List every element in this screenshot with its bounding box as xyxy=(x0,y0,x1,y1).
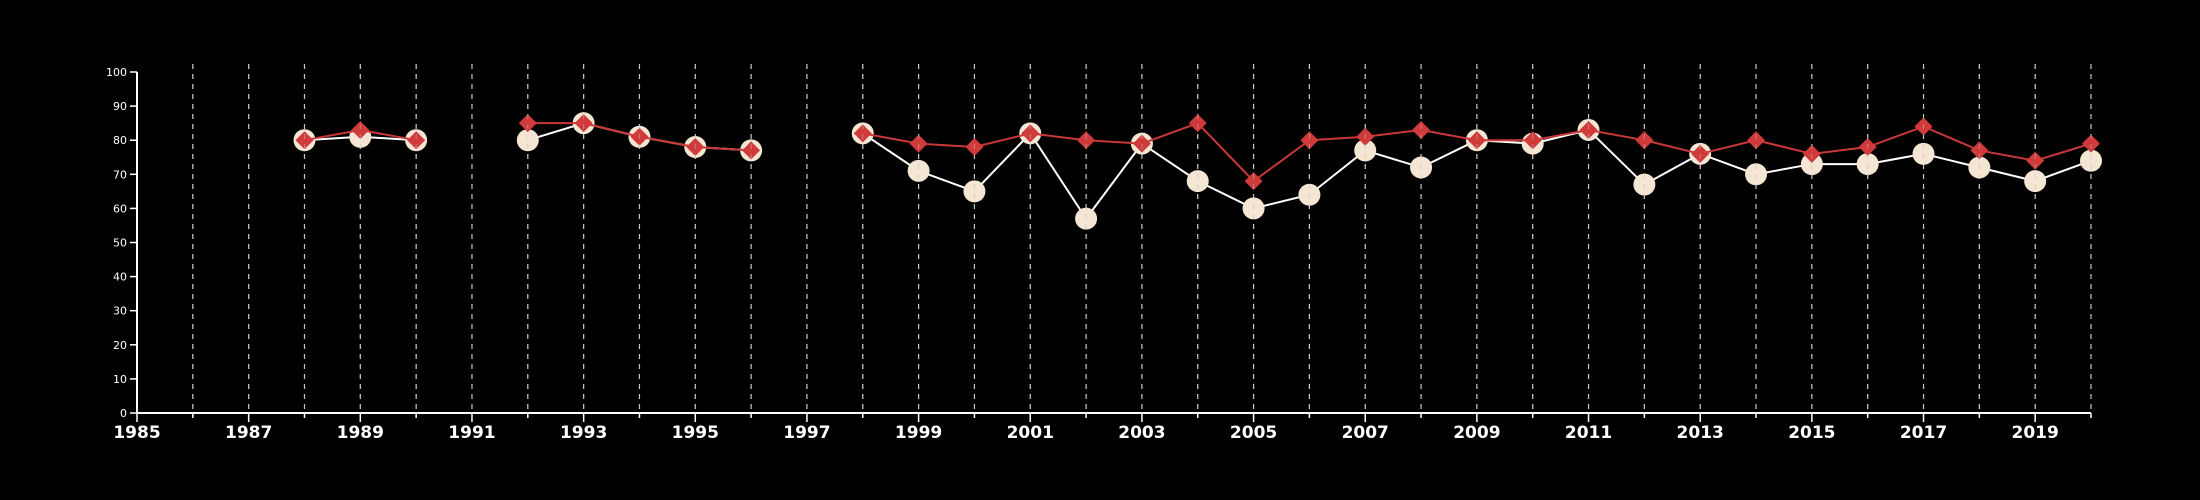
data-point-circle xyxy=(516,129,539,152)
data-point-diamond xyxy=(1691,144,1710,163)
x-tick-label: 1995 xyxy=(672,423,719,443)
x-tick-label: 2005 xyxy=(1230,423,1277,443)
data-point-diamond xyxy=(1635,131,1654,150)
x-tick-label: 1989 xyxy=(337,423,384,443)
data-point-circle xyxy=(1354,139,1377,162)
data-point-diamond xyxy=(2026,151,2045,170)
data-point-circle xyxy=(1912,142,1935,165)
data-point-diamond xyxy=(1244,172,1263,191)
data-point-diamond xyxy=(351,120,370,139)
data-point-diamond xyxy=(407,131,426,150)
data-point-diamond xyxy=(1132,134,1151,153)
y-tick-label: 100 xyxy=(106,66,127,79)
x-tick-label: 2001 xyxy=(1007,423,1054,443)
data-point-circle xyxy=(1186,170,1209,193)
x-tick-label: 1991 xyxy=(448,423,495,443)
y-tick-label: 10 xyxy=(113,373,127,386)
y-tick-label: 20 xyxy=(113,339,127,352)
y-tick-label: 0 xyxy=(120,407,127,420)
data-point-diamond xyxy=(742,141,761,160)
data-point-diamond xyxy=(1802,144,1821,163)
y-tick-label: 60 xyxy=(113,202,127,215)
axes: 0 10 20 30 40 50 60 70 80 90 100 1985 1987 1989 1991 19… xyxy=(106,66,2092,443)
series-circle xyxy=(293,112,2102,230)
x-tick-label: 1987 xyxy=(225,423,272,443)
x-tick-label: 2015 xyxy=(1788,423,1835,443)
x-tick-label: 1999 xyxy=(895,423,942,443)
data-point-diamond xyxy=(518,114,537,133)
x-tick-label: 2017 xyxy=(1900,423,1947,443)
x-tick-label: 2013 xyxy=(1677,423,1724,443)
y-tick-label: 80 xyxy=(113,134,127,147)
data-point-diamond xyxy=(853,124,872,143)
x-tick-label: 2011 xyxy=(1565,423,1612,443)
x-tick-label: 2009 xyxy=(1453,423,1500,443)
data-point-diamond xyxy=(2082,134,2100,153)
data-point-diamond xyxy=(909,134,928,153)
y-tick-label: 40 xyxy=(113,271,127,284)
data-point-diamond xyxy=(1300,131,1319,150)
data-point-diamond xyxy=(1077,131,1096,150)
x-tick-label: 1997 xyxy=(783,423,830,443)
y-tick-label: 50 xyxy=(113,237,127,250)
data-point-diamond xyxy=(295,131,314,150)
data-series xyxy=(192,64,2102,413)
data-point-diamond xyxy=(1747,131,1766,150)
data-point-diamond xyxy=(1021,124,1040,143)
x-tick-label: 1993 xyxy=(560,423,607,443)
data-point-diamond xyxy=(1970,141,1989,160)
data-point-diamond xyxy=(1188,114,1207,133)
data-point-circle xyxy=(2080,149,2102,172)
data-point-diamond xyxy=(574,114,593,133)
data-point-diamond xyxy=(1467,131,1486,150)
x-tick-label: 2019 xyxy=(2012,423,2059,443)
data-point-diamond xyxy=(1412,120,1431,139)
data-point-circle xyxy=(907,159,930,182)
x-tick-label: 2003 xyxy=(1118,423,1165,443)
x-tick-label: 1985 xyxy=(113,423,160,443)
data-point-circle xyxy=(963,180,986,203)
y-tick-label: 70 xyxy=(113,168,127,181)
y-tick-label: 90 xyxy=(113,100,127,113)
y-tick-label: 30 xyxy=(113,305,127,318)
data-point-circle xyxy=(2024,170,2047,193)
data-point-diamond xyxy=(1579,120,1598,139)
data-point-diamond xyxy=(1523,131,1542,150)
x-tick-label: 2007 xyxy=(1342,423,1389,443)
